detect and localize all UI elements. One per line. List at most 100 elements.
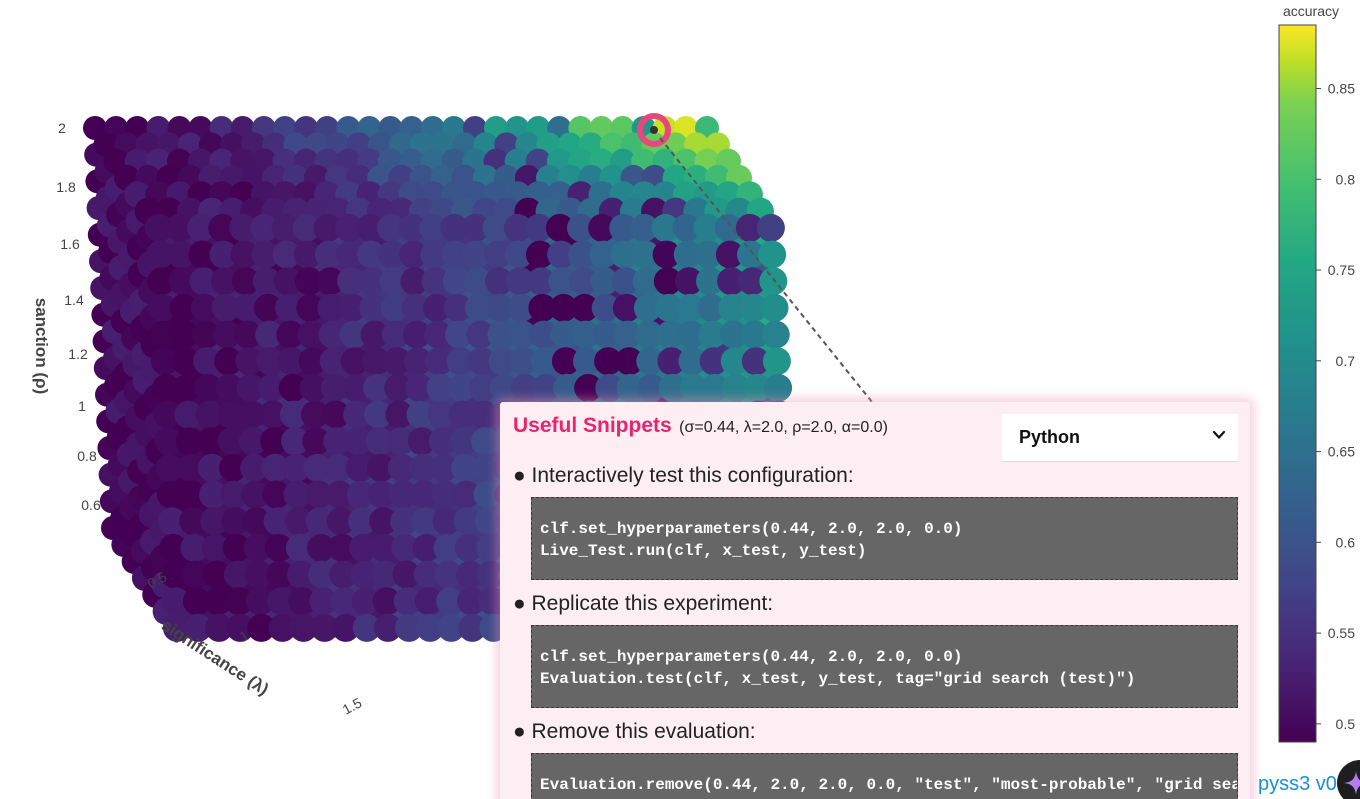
data-point <box>384 373 413 402</box>
data-point <box>254 293 282 322</box>
assistant-button[interactable] <box>1337 760 1360 799</box>
data-point <box>365 427 394 456</box>
data-point <box>428 427 457 456</box>
data-point <box>229 213 258 242</box>
data-point <box>762 347 791 376</box>
data-point <box>400 267 429 296</box>
data-point <box>461 213 490 242</box>
snippet-test-code[interactable]: clf.set_hyperparameters(0.44, 2.0, 2.0, … <box>531 497 1238 580</box>
data-point <box>318 320 347 349</box>
data-point <box>612 293 641 322</box>
data-point <box>179 507 208 536</box>
data-point <box>589 240 618 269</box>
data-point <box>231 267 260 296</box>
data-point <box>633 293 662 322</box>
data-point <box>296 293 325 322</box>
data-point <box>336 240 364 269</box>
data-point <box>407 427 436 456</box>
data-point <box>503 213 532 242</box>
data-point <box>632 267 661 296</box>
data-point <box>247 613 276 642</box>
data-point <box>571 320 600 349</box>
data-point <box>287 560 316 589</box>
data-point <box>326 507 355 536</box>
language-select[interactable]: Python <box>1002 414 1238 462</box>
data-point <box>529 320 558 349</box>
data-point <box>158 507 187 536</box>
data-point <box>696 267 724 296</box>
sanction-tick-label: 1.4 <box>64 292 84 308</box>
significance-tick-label: 1.5 <box>340 694 365 717</box>
data-point <box>309 587 338 616</box>
data-point <box>419 213 448 242</box>
snippet-remove-code[interactable]: Evaluation.remove(0.44, 2.0, 2.0, 0.0, "… <box>531 753 1238 799</box>
snippets-title: Useful Snippets <box>513 414 672 437</box>
data-point <box>363 373 392 402</box>
data-point <box>219 453 247 482</box>
data-point <box>411 507 440 536</box>
sanction-tick-label: 1.2 <box>68 346 88 362</box>
data-point <box>299 373 328 402</box>
data-point <box>380 293 409 322</box>
data-point <box>282 453 311 482</box>
data-point <box>720 347 749 376</box>
data-point <box>474 507 503 536</box>
data-point <box>194 373 223 402</box>
data-point <box>191 320 220 349</box>
data-point <box>367 480 396 509</box>
data-point <box>322 400 351 429</box>
data-point <box>631 240 660 269</box>
data-point <box>188 240 217 269</box>
data-point <box>466 320 495 349</box>
data-point <box>199 480 228 509</box>
data-point <box>758 240 787 269</box>
pyss3-version-link[interactable]: pyss3 v0 <box>1258 773 1337 795</box>
data-point <box>414 587 443 616</box>
sanction-tick-label: 1 <box>78 398 86 414</box>
data-point <box>147 267 176 296</box>
data-point <box>413 560 442 589</box>
data-point <box>475 533 504 562</box>
data-point <box>169 293 198 322</box>
data-point <box>281 427 310 456</box>
data-point <box>200 507 229 536</box>
colorbar-tick-label: 0.65 <box>1328 444 1355 460</box>
data-point <box>168 267 197 296</box>
data-point <box>323 427 352 456</box>
data-point <box>255 320 284 349</box>
data-point <box>214 347 243 376</box>
data-point <box>238 427 267 456</box>
data-point <box>373 613 402 642</box>
data-point <box>549 293 578 322</box>
data-point <box>360 320 389 349</box>
data-point <box>196 427 225 456</box>
data-point <box>528 293 557 322</box>
data-point <box>271 213 300 242</box>
data-point <box>301 400 329 429</box>
data-point <box>594 347 623 376</box>
data-point <box>331 613 360 642</box>
data-point <box>366 453 395 482</box>
data-point <box>673 240 702 269</box>
data-point <box>303 453 332 482</box>
data-point <box>288 587 317 616</box>
data-point <box>361 347 390 376</box>
data-point <box>509 347 538 376</box>
data-point <box>658 373 687 402</box>
data-point <box>298 347 327 376</box>
chevron-down-icon <box>1212 430 1226 439</box>
sanction-tick-label: 1.6 <box>60 236 80 252</box>
data-point <box>252 267 281 296</box>
data-point <box>257 373 286 402</box>
data-point <box>402 320 431 349</box>
data-point <box>339 320 368 349</box>
data-point <box>166 213 194 242</box>
data-point <box>144 213 173 242</box>
data-point <box>293 240 322 269</box>
data-point <box>330 587 359 616</box>
data-point <box>345 453 374 482</box>
snippet-replicate-code[interactable]: clf.set_hyperparameters(0.44, 2.0, 2.0, … <box>531 625 1238 708</box>
data-point <box>406 400 435 429</box>
sanction-tick-label: 0.8 <box>77 448 97 464</box>
data-point <box>609 213 638 242</box>
